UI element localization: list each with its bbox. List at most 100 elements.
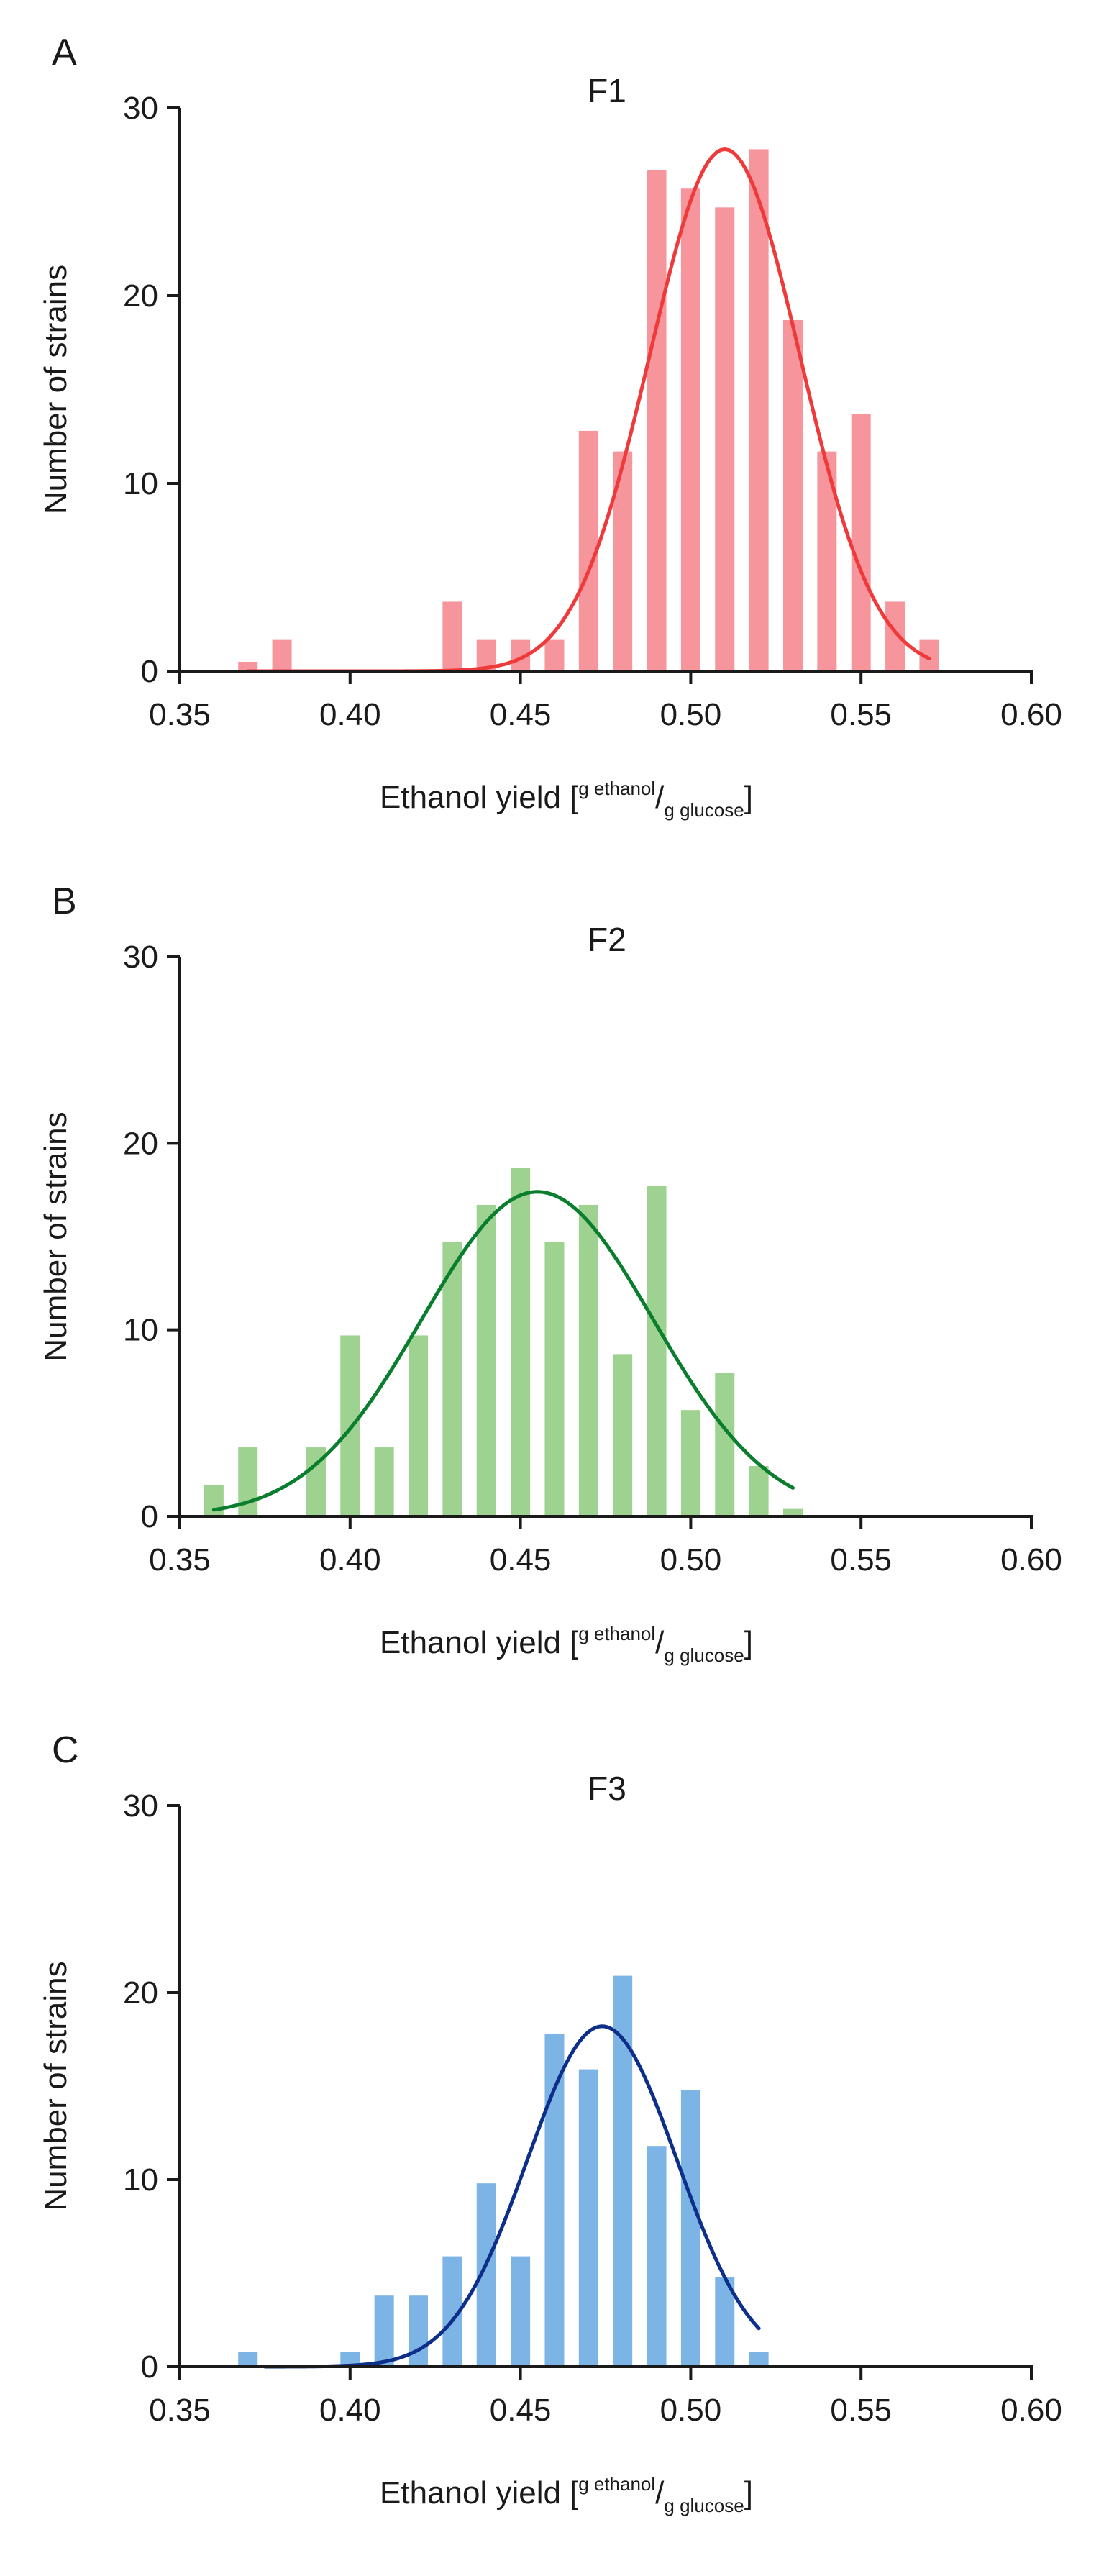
y-tick-label: 10 — [123, 2162, 158, 2198]
histogram-bar — [715, 207, 735, 672]
histogram-bar — [511, 2256, 531, 2367]
x-tick-label: 0.50 — [660, 1542, 722, 1578]
y-tick-label: 10 — [123, 466, 158, 501]
histogram-bar — [680, 1410, 700, 1516]
histogram-bar — [511, 1168, 531, 1516]
histogram-bar — [647, 170, 667, 671]
panel-letter: A — [52, 32, 77, 73]
x-tick-label: 0.45 — [490, 2393, 552, 2428]
x-tick-label: 0.50 — [660, 697, 722, 732]
histogram-bar — [851, 414, 871, 671]
x-tick-label: 0.45 — [490, 1542, 552, 1578]
panel-letter: B — [52, 880, 77, 922]
histogram-bar — [749, 149, 769, 672]
chart-title: F3 — [588, 1770, 626, 1807]
y-axis-label: Number of strains — [38, 1111, 73, 1361]
histogram-bar — [544, 1242, 565, 1516]
histogram-bars — [238, 149, 939, 672]
x-axis-label-part: [ — [570, 2475, 578, 2511]
x-axis-label-part: / — [655, 780, 665, 815]
x-tick-label: 0.40 — [319, 2393, 381, 2428]
histogram-bar — [409, 2295, 429, 2367]
x-tick-label: 0.40 — [319, 1542, 381, 1578]
x-axis-label-part: ] — [744, 1625, 753, 1660]
histogram-bars — [204, 1168, 803, 1516]
x-axis-label: Ethanol yield [g ethanol/g glucose] — [380, 2473, 753, 2516]
histogram-bar — [442, 1242, 462, 1516]
x-axis-label-part: ] — [744, 780, 753, 815]
x-tick-label: 0.35 — [149, 2393, 211, 2428]
x-axis-label-part: g glucose — [664, 2495, 744, 2516]
x-tick-label: 0.35 — [149, 697, 211, 732]
y-tick-label: 0 — [141, 654, 158, 689]
x-axis-label-part: g ethanol — [578, 1623, 655, 1644]
histogram-bar — [613, 1354, 633, 1516]
x-axis-label-part: [ — [570, 780, 578, 815]
x-axis-label-part: ] — [744, 2475, 753, 2511]
x-axis-label-part: g ethanol — [578, 778, 655, 799]
panel-letter: C — [52, 1729, 79, 1771]
x-axis-label-part: g glucose — [664, 1644, 744, 1666]
x-axis-label-part: Ethanol yield — [380, 1625, 561, 1660]
histogram-bar — [238, 2352, 258, 2367]
histogram-bar — [680, 188, 700, 672]
histogram-bar — [885, 601, 905, 671]
histogram-bar — [544, 639, 565, 671]
x-axis-label-part: Ethanol yield — [380, 780, 561, 815]
chart-title: F1 — [588, 72, 626, 109]
x-axis-label-part: / — [655, 2475, 665, 2511]
histogram-bar — [374, 1447, 394, 1516]
x-tick-label: 0.60 — [1000, 697, 1062, 732]
histogram-bar — [578, 2069, 598, 2367]
histogram-bar — [544, 2034, 565, 2367]
y-tick-label: 20 — [123, 1975, 158, 2011]
histogram-bar — [782, 319, 803, 671]
x-tick-label: 0.55 — [830, 1542, 892, 1578]
panel-c: C F3 0 10 20 30 0.35 0.40 0.45 0.50 0.55 0.60 Number… — [38, 1729, 1062, 2516]
histogram-bar — [476, 1204, 496, 1516]
histogram-bar — [680, 2090, 700, 2367]
x-tick-label: 0.40 — [319, 697, 381, 732]
histogram-bar — [442, 601, 462, 671]
x-tick-label: 0.45 — [490, 697, 552, 732]
panel-a: A F1 0 10 20 30 0.35 0.40 0.45 0.50 0.55 0.60 Number… — [38, 32, 1062, 821]
histogram-bar — [340, 2352, 360, 2367]
histogram-bar — [647, 1185, 667, 1516]
y-tick-label: 30 — [123, 939, 158, 975]
y-tick-label: 0 — [141, 2349, 158, 2385]
histogram-bar — [613, 1975, 633, 2367]
x-axis-label-part: g glucose — [664, 799, 744, 821]
x-tick-label: 0.55 — [830, 697, 892, 732]
histogram-bar — [647, 2146, 667, 2367]
y-tick-label: 30 — [123, 91, 158, 126]
y-tick-label: 30 — [123, 1788, 158, 1824]
x-tick-label: 0.60 — [1000, 1542, 1062, 1578]
y-tick-label: 20 — [123, 278, 158, 314]
x-axis-label-part: / — [655, 1625, 665, 1660]
histogram-bar — [715, 1373, 735, 1516]
histogram-bar — [272, 639, 292, 671]
histogram-bar — [238, 661, 258, 671]
histogram-bar — [749, 1465, 769, 1516]
histogram-bar — [782, 1508, 803, 1516]
x-axis-label: Ethanol yield [g ethanol/g glucose] — [380, 778, 753, 821]
x-axis-label: Ethanol yield [g ethanol/g glucose] — [380, 1623, 753, 1666]
histogram-bar — [374, 2295, 394, 2367]
x-axis-label-part: Ethanol yield — [380, 2475, 561, 2511]
y-tick-label: 20 — [123, 1126, 158, 1161]
histogram-bars — [238, 1975, 769, 2367]
histogram-bar — [409, 1335, 429, 1516]
fit-curve — [211, 1190, 795, 1512]
x-tick-label: 0.55 — [830, 2393, 892, 2428]
x-axis-label-part: [ — [570, 1625, 578, 1660]
y-tick-label: 10 — [123, 1313, 158, 1348]
x-tick-label: 0.50 — [660, 2393, 722, 2428]
histogram-bar — [238, 1447, 258, 1516]
y-tick-label: 0 — [141, 1499, 158, 1534]
y-axis-label: Number of strains — [38, 1961, 73, 2211]
x-axis-label-part: g ethanol — [578, 2473, 655, 2495]
histogram-bar — [578, 1204, 598, 1516]
y-axis-label: Number of strains — [38, 265, 73, 514]
x-tick-label: 0.35 — [149, 1542, 211, 1578]
